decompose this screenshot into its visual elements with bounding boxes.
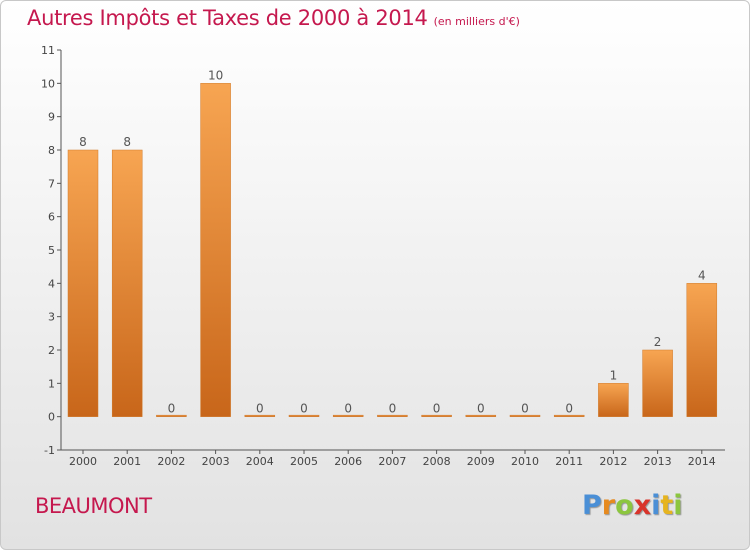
data-label: 4 (698, 268, 706, 282)
data-label: 0 (521, 402, 529, 416)
y-tick-label: 4 (48, 277, 55, 290)
chart-title: Autres Impôts et Taxes de 2000 à 2014 (en… (27, 6, 520, 30)
x-tick-label: 2013 (644, 455, 672, 468)
x-tick-label: 2003 (202, 455, 230, 468)
chart-title-text: Autres Impôts et Taxes de 2000 à 2014 (27, 6, 428, 30)
x-tick-label: 2005 (290, 455, 318, 468)
y-tick-label: 5 (48, 244, 55, 257)
data-label: 8 (123, 135, 131, 149)
bar (67, 149, 99, 417)
y-tick-label: 1 (48, 377, 55, 390)
bar (111, 149, 143, 417)
data-label: 8 (79, 135, 87, 149)
bar (509, 414, 541, 417)
data-label: 0 (477, 402, 485, 416)
y-tick-label: 8 (48, 144, 55, 157)
data-label: 2 (654, 335, 662, 349)
data-label: 0 (344, 402, 352, 416)
x-tick-label: 2008 (423, 455, 451, 468)
data-label: 0 (433, 402, 441, 416)
x-tick-label: 2009 (467, 455, 495, 468)
data-label: 0 (168, 402, 176, 416)
y-tick-label: 11 (41, 44, 55, 57)
data-label: 0 (565, 402, 573, 416)
y-tick-label: 7 (48, 177, 55, 190)
y-tick-label: 0 (48, 411, 55, 424)
data-label: 0 (300, 402, 308, 416)
y-tick-label: 6 (48, 211, 55, 224)
x-tick-label: 2000 (69, 455, 97, 468)
x-tick-label: 2006 (334, 455, 362, 468)
x-tick-label: 2014 (688, 455, 716, 468)
x-tick-label: 2012 (599, 455, 627, 468)
bar (244, 414, 276, 417)
bar (642, 349, 673, 417)
commune-name: BEAUMONT (35, 494, 152, 518)
bar (465, 414, 497, 417)
data-label: 0 (389, 402, 397, 416)
bar (200, 83, 231, 417)
y-tick-label: -1 (44, 444, 55, 457)
bar (332, 414, 364, 417)
bar (421, 414, 452, 417)
x-tick-label: 2001 (113, 455, 141, 468)
bar (553, 414, 585, 417)
bar (156, 414, 187, 417)
data-label: 1 (610, 368, 618, 382)
chart-subtitle: (en milliers d'€) (433, 15, 520, 28)
x-tick-label: 2002 (157, 455, 185, 468)
y-tick-label: 2 (48, 344, 55, 357)
x-tick-label: 2004 (246, 455, 274, 468)
data-label: 0 (256, 402, 264, 416)
bar (288, 414, 320, 417)
y-tick-label: 9 (48, 111, 55, 124)
y-tick-label: 10 (41, 77, 55, 90)
x-tick-label: 2007 (378, 455, 406, 468)
x-tick-label: 2010 (511, 455, 539, 468)
bar (377, 414, 408, 417)
bar (686, 283, 718, 417)
proxiti-logo: Proxiti (582, 490, 683, 521)
data-label: 10 (208, 68, 223, 82)
bar (598, 383, 629, 417)
x-tick-label: 2011 (555, 455, 583, 468)
y-tick-label: 3 (48, 311, 55, 324)
